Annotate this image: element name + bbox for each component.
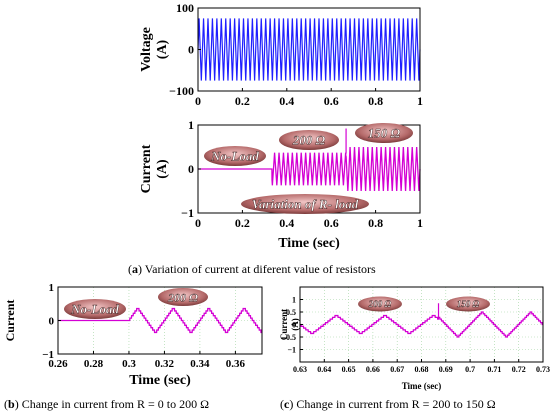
annotation-badge: 200 Ω: [279, 130, 339, 150]
x-tick-label: 0.68: [415, 365, 429, 374]
caption-b-letter: b: [8, 397, 15, 411]
series-line: [198, 146, 421, 192]
y-axis-label: Current: [139, 144, 154, 193]
annotation-badge: Variation of R- load: [241, 194, 369, 214]
badge-shape: [241, 194, 369, 214]
x-tick-label: 0.36: [226, 358, 246, 370]
annotation-badge: 150 Ω: [355, 123, 413, 143]
y-tick-label: 0: [292, 320, 296, 329]
y-tick-label: 1: [292, 295, 296, 304]
badge-label: No-Load: [70, 302, 119, 317]
badge-label: 200 Ω: [368, 299, 392, 309]
badge-shape: [279, 130, 339, 150]
x-tick-label: 0.69: [439, 365, 453, 374]
caption-c-letter: c: [284, 397, 290, 411]
series-line: [300, 311, 543, 338]
y-axis-label: Current: [279, 309, 289, 340]
x-tick-label: 0.65: [342, 365, 356, 374]
annotation-badge: 150 Ω: [446, 296, 490, 312]
caption-c-text: Change in current from R = 200 to 150 Ω: [296, 397, 496, 411]
x-tick-label: 0.64: [317, 365, 331, 374]
x-tick-label: 0.8: [368, 216, 383, 230]
x-tick-label: 0.73: [536, 365, 550, 374]
panel-b: 0.26 0.28 0.3 0.32 0.34 0.36 1 0 −1 Current Time (…: [3, 282, 263, 388]
badge-shape: [158, 288, 208, 306]
x-tick-label: 0.4: [279, 94, 294, 108]
x-tick-label: 0: [195, 94, 201, 108]
x-axis-title: Time (sec): [402, 381, 442, 391]
caption-a: (a) Variation of current at diferent val…: [128, 262, 376, 276]
badge-label: No-Load: [210, 149, 259, 164]
annotation-badge: No-Load: [64, 299, 126, 319]
annotation-badge: No-Load: [204, 146, 266, 166]
x-tick-label: 0.66: [366, 365, 380, 374]
x-tick-label: 0.2: [235, 216, 250, 230]
y-tick-label: 0: [49, 315, 55, 327]
badge-label: 200 Ω: [167, 290, 198, 304]
badge-label: 200 Ω: [292, 133, 326, 148]
y-tick-label: 0.5: [286, 308, 296, 317]
y-tick-label: 1: [188, 118, 194, 132]
x-tick-label: 0.3: [122, 358, 136, 370]
x-tick-label: 0.26: [48, 358, 68, 370]
x-tick-label: 1: [417, 216, 423, 230]
y-tick-label: 0: [188, 43, 194, 57]
x-tick-label: 1: [417, 94, 423, 108]
badge-shape: [358, 296, 402, 312]
annotation-badge: 200 Ω: [358, 296, 402, 312]
annotation-badge: 200 Ω: [158, 288, 208, 306]
caption-a-letter: a: [132, 262, 138, 276]
series-line: [197, 18, 421, 81]
y-axis-unit: (A): [290, 318, 300, 331]
badge-label: Variation of R- load: [252, 197, 359, 212]
y-tick-label: 1: [49, 282, 55, 294]
badge-shape: [446, 296, 490, 312]
badge-label: 150 Ω: [457, 299, 480, 309]
x-axis-title: Time (sec): [129, 373, 191, 388]
y-axis-label: Voltage: [139, 27, 154, 72]
x-tick-label: 0.63: [293, 365, 307, 374]
x-tick-label: 0.6: [324, 216, 339, 230]
y-tick-label: −1: [287, 345, 296, 354]
x-tick-label: 0: [195, 216, 201, 230]
x-tick-label: 0.32: [155, 358, 175, 370]
caption-b-text: Change in current from R = 0 to 200 Ω: [21, 397, 210, 411]
x-tick-label: 0.4: [279, 216, 294, 230]
x-tick-label: 0.67: [390, 365, 404, 374]
y-axis-label: Current: [3, 300, 17, 342]
x-tick-label: 0.28: [84, 358, 104, 370]
x-tick-label: 0.34: [190, 358, 210, 370]
badge-label: 150 Ω: [368, 126, 401, 141]
x-tick-label: 0.6: [324, 94, 339, 108]
y-tick-label: 0: [188, 162, 194, 176]
y-tick-label: 100: [176, 1, 194, 15]
badge-shape: [204, 146, 266, 166]
x-tick-label: 0.72: [512, 365, 526, 374]
y-tick-label: −1: [181, 206, 194, 220]
y-axis-unit: (A): [155, 159, 170, 179]
y-tick-label: −100: [169, 84, 194, 98]
y-tick-label: −0.5: [281, 333, 296, 342]
caption-c: (c) Change in current from R = 200 to 15…: [280, 397, 496, 411]
panel-c: 0.63 0.64 0.65 0.66 0.67 0.68 0.69 0.7 0.71 0.72 0…: [279, 286, 550, 391]
caption-a-text: Variation of current at diferent value o…: [144, 262, 376, 276]
badge-shape: [64, 299, 126, 319]
x-tick-label: 0.71: [487, 365, 501, 374]
x-tick-label: 0.7: [465, 365, 475, 374]
caption-b: (b) Change in current from R = 0 to 200 …: [4, 397, 210, 411]
badge-shape: [355, 123, 413, 143]
y-axis-unit: (A): [155, 39, 170, 59]
series-line: [58, 307, 262, 334]
x-tick-label: 0.8: [368, 94, 383, 108]
x-tick-label: 0.2: [235, 94, 250, 108]
y-tick-label: −1: [42, 349, 54, 361]
x-axis-title: Time (sec): [278, 236, 340, 251]
